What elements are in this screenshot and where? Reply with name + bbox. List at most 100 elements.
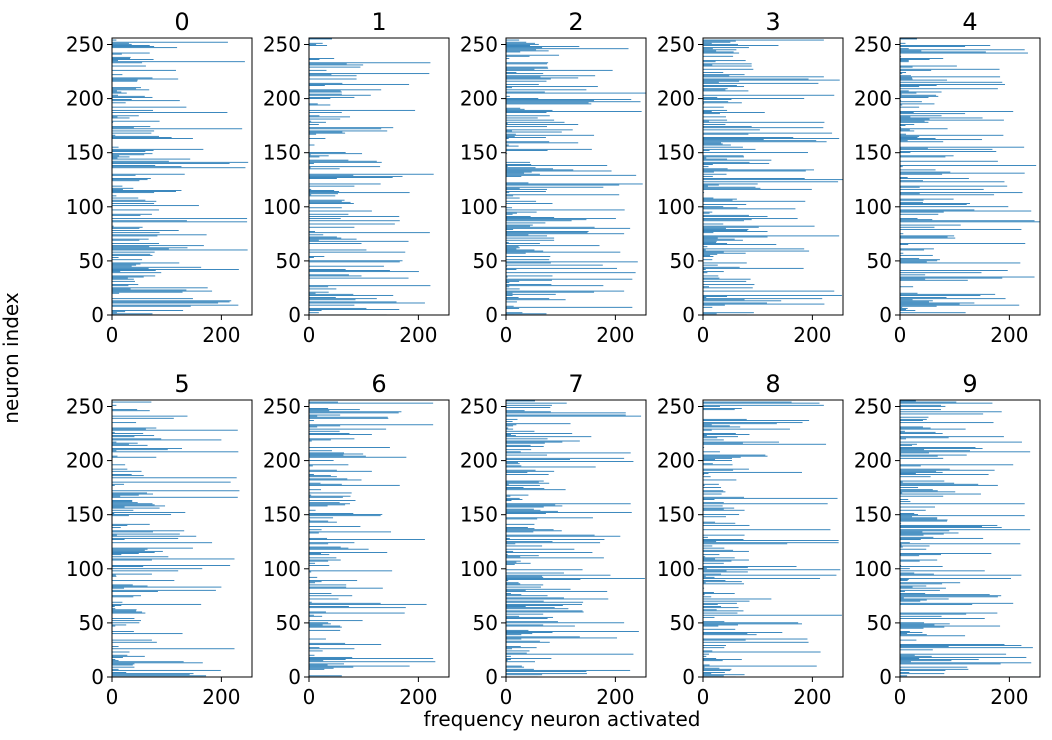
bar xyxy=(900,160,998,162)
bar xyxy=(112,556,169,558)
bar xyxy=(703,312,754,314)
bar xyxy=(309,185,355,187)
bar xyxy=(703,543,788,545)
bar xyxy=(703,575,706,577)
bar xyxy=(900,522,902,524)
bar xyxy=(506,603,583,605)
bar xyxy=(703,127,824,129)
subplot-title: 7 xyxy=(568,370,583,398)
bar xyxy=(506,48,629,50)
bar xyxy=(112,548,148,550)
x-tick-label: 200 xyxy=(596,323,634,347)
bar xyxy=(900,401,957,403)
bar xyxy=(900,303,960,305)
bar xyxy=(112,515,129,517)
y-tick-label: 0 xyxy=(879,665,892,689)
bar xyxy=(703,232,714,234)
bar xyxy=(309,570,393,572)
y-tick-label: 250 xyxy=(657,394,695,418)
y-tick-label: 200 xyxy=(460,449,498,473)
bar xyxy=(900,420,923,421)
x-tick-label: 200 xyxy=(793,685,831,709)
bar xyxy=(506,83,539,85)
bar xyxy=(309,285,431,287)
bar xyxy=(112,672,127,673)
bar xyxy=(309,513,354,514)
bar xyxy=(309,517,334,519)
bar xyxy=(112,69,176,71)
axes-frame xyxy=(308,399,450,678)
bar xyxy=(506,124,579,125)
bar xyxy=(506,232,588,234)
bar xyxy=(112,523,150,525)
bar xyxy=(112,134,116,136)
bar xyxy=(900,582,961,584)
bar xyxy=(703,223,724,225)
bar xyxy=(506,615,520,617)
bar xyxy=(506,247,520,249)
bar xyxy=(506,119,555,121)
bar xyxy=(309,502,340,504)
x-tick-label: 0 xyxy=(894,685,907,709)
bar xyxy=(506,108,525,110)
bar xyxy=(309,546,341,548)
bar xyxy=(112,660,119,662)
bar xyxy=(112,509,134,511)
bar xyxy=(309,614,314,616)
y-tick-label: 50 xyxy=(473,611,498,635)
bar xyxy=(900,104,903,106)
y-tick-label: 150 xyxy=(263,141,301,165)
bar xyxy=(112,550,163,552)
bar xyxy=(506,67,549,69)
bar xyxy=(506,563,515,565)
y-tick-label: 100 xyxy=(66,557,104,581)
y-tick-label: 250 xyxy=(460,32,498,56)
bar xyxy=(112,149,154,151)
bar xyxy=(112,214,141,216)
bar xyxy=(506,487,524,488)
bar xyxy=(900,134,1004,136)
bar xyxy=(112,484,115,486)
bar xyxy=(900,560,920,562)
bar xyxy=(506,539,605,540)
bar xyxy=(703,557,735,559)
bar xyxy=(703,583,745,585)
bar xyxy=(309,73,430,75)
y-tick-label: 0 xyxy=(485,303,498,327)
bar xyxy=(506,641,550,643)
bar xyxy=(506,212,517,214)
bar xyxy=(309,207,342,209)
bar xyxy=(703,269,706,270)
bar xyxy=(506,248,517,250)
bar xyxy=(703,641,809,643)
bar xyxy=(112,311,126,313)
bar xyxy=(112,167,246,169)
bar xyxy=(900,92,917,94)
bar xyxy=(309,191,340,192)
bar xyxy=(703,43,738,45)
bar xyxy=(703,252,746,254)
bar xyxy=(900,436,1004,438)
bar xyxy=(112,427,157,429)
y-tick-label: 0 xyxy=(682,665,695,689)
bar xyxy=(309,154,311,156)
bar xyxy=(112,661,184,663)
bar xyxy=(900,404,942,406)
bar xyxy=(112,91,122,93)
bar xyxy=(900,530,950,532)
y-tick-label: 100 xyxy=(854,195,892,219)
bar xyxy=(703,439,724,441)
bar xyxy=(112,179,148,181)
bar xyxy=(309,484,400,486)
bar xyxy=(900,645,1022,646)
bar xyxy=(703,244,777,245)
bar xyxy=(112,655,145,657)
bar xyxy=(703,598,772,600)
bar xyxy=(309,75,357,77)
bar xyxy=(309,130,388,132)
bar xyxy=(112,112,228,113)
bar xyxy=(309,132,346,134)
bar xyxy=(309,494,312,496)
bar xyxy=(703,96,718,98)
